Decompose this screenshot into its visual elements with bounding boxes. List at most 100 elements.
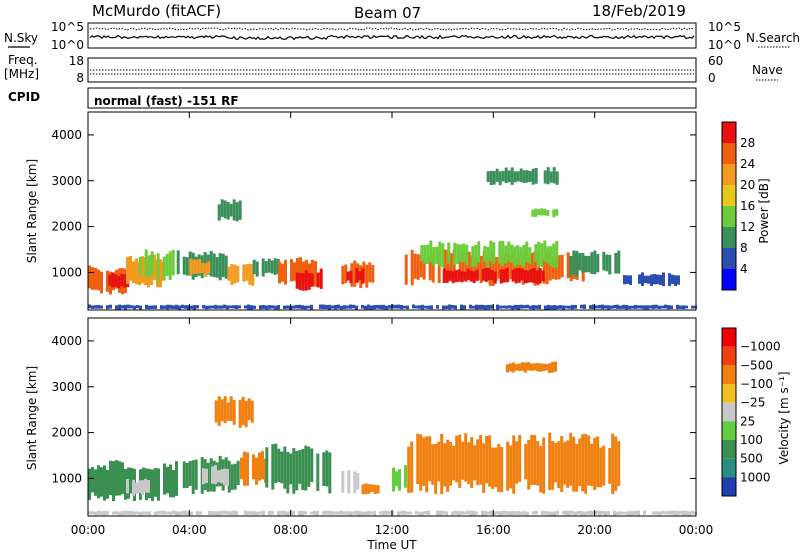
velocity-cell xyxy=(466,510,469,515)
power-cell xyxy=(371,265,375,283)
power-cell xyxy=(661,305,664,309)
velocity-cell xyxy=(121,462,124,495)
power-cell xyxy=(268,305,271,309)
power-cell xyxy=(513,246,517,267)
power-cell xyxy=(523,270,527,284)
power-cell xyxy=(400,305,403,310)
power-panel: 1000 2000 3000 4000 Slant Range [km] 28 24 20… xyxy=(25,111,771,311)
power-cell xyxy=(156,253,160,282)
power-cell xyxy=(130,305,133,309)
power-cell xyxy=(151,305,154,309)
velocity-cell xyxy=(130,511,133,515)
power-cell xyxy=(499,305,502,309)
velocity-cell xyxy=(88,468,91,500)
power-cell xyxy=(448,270,452,281)
velocity-cell xyxy=(91,511,94,515)
power-region-7 xyxy=(252,258,280,277)
power-colorbar-swatch xyxy=(722,269,736,290)
power-cell xyxy=(592,304,595,309)
power-cell xyxy=(504,245,508,264)
power-cell xyxy=(616,304,619,309)
velocity-cell xyxy=(440,434,444,495)
velocity-cell xyxy=(328,452,332,494)
power-cell xyxy=(541,270,545,282)
power-cell xyxy=(549,171,553,183)
power-cell xyxy=(520,304,523,309)
velocity-cell xyxy=(496,511,499,515)
velocity-cell xyxy=(262,510,265,516)
velocity-cell xyxy=(144,478,147,493)
power-cell xyxy=(475,269,479,281)
velocity-cell xyxy=(127,511,130,515)
velocity-cell xyxy=(533,435,537,485)
power-cell xyxy=(506,253,510,282)
power-cell xyxy=(658,305,661,309)
velocity-cell xyxy=(434,444,438,495)
velocity-cell xyxy=(205,468,208,483)
power-cell xyxy=(489,240,493,262)
power-colorbar-frame xyxy=(721,121,737,291)
power-cell xyxy=(467,251,471,279)
freq-panel-frame xyxy=(87,57,697,83)
power-cell xyxy=(511,305,514,310)
power-cell xyxy=(418,305,421,309)
velocity-cell xyxy=(539,446,543,493)
velocity-cell xyxy=(136,511,139,515)
power-cell xyxy=(192,259,196,274)
velocity-cell xyxy=(289,453,293,485)
velocity-cell xyxy=(138,480,141,493)
velocity-cell xyxy=(352,511,355,515)
power-cell xyxy=(462,243,466,263)
power-cell xyxy=(574,304,577,309)
velocity-cell xyxy=(160,511,163,515)
velocity-cell xyxy=(473,445,477,481)
power-cell xyxy=(593,250,597,275)
velocity-cell xyxy=(331,511,334,515)
power-cell xyxy=(486,246,490,268)
velocity-cell xyxy=(191,460,195,495)
velocity-cell xyxy=(376,485,380,494)
velocity-cell xyxy=(509,363,512,372)
power-cell xyxy=(474,244,478,267)
power-cell xyxy=(492,242,496,265)
power-cell xyxy=(466,268,470,280)
power-cell xyxy=(534,244,538,263)
power-cell xyxy=(412,304,415,309)
velocity-cell xyxy=(533,363,536,371)
velocity-cell xyxy=(115,511,118,515)
power-cell xyxy=(245,264,249,281)
power-cell xyxy=(382,304,385,310)
power-cell xyxy=(255,261,259,277)
power-cell xyxy=(677,275,680,285)
power-cell xyxy=(534,208,538,217)
power-cell xyxy=(352,304,355,309)
power-cell xyxy=(522,170,526,183)
velocity-cell xyxy=(517,510,520,515)
power-cell xyxy=(547,304,550,310)
power-cell xyxy=(676,304,679,309)
power-region-19 xyxy=(531,208,559,218)
velocity-cell xyxy=(565,510,568,516)
power-cell xyxy=(226,202,230,220)
velocity-cell xyxy=(94,469,97,496)
noise-sky-line xyxy=(89,34,695,41)
velocity-cell xyxy=(252,454,255,480)
velocity-cell xyxy=(527,440,531,490)
power-cell xyxy=(555,240,559,268)
velocity-cell xyxy=(542,437,546,494)
cpid-panel-frame xyxy=(87,87,697,109)
power-cell xyxy=(88,304,91,309)
velocity-cell xyxy=(535,510,538,515)
velocity-cell xyxy=(550,511,553,516)
power-cell xyxy=(404,254,408,285)
velocity-cell xyxy=(220,510,223,515)
velocity-cell xyxy=(214,511,217,515)
velocity-cell xyxy=(214,400,218,423)
power-cell xyxy=(492,171,496,185)
power-cell xyxy=(652,304,655,309)
power-cell xyxy=(510,167,514,185)
power-cell xyxy=(430,305,433,310)
velocity-cell xyxy=(592,511,595,515)
power-cell xyxy=(608,254,612,275)
velocity-cell xyxy=(223,510,226,515)
